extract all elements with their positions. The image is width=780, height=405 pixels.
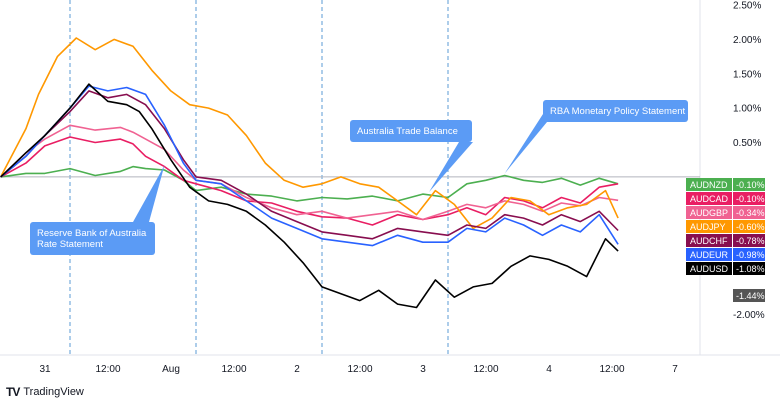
annotation-box	[30, 222, 155, 255]
series-value-badge	[733, 178, 765, 191]
series-value-badge	[733, 248, 765, 261]
series-line-audchf	[0, 90, 619, 240]
y-tick-label: 0.50%	[733, 138, 761, 149]
y-tick-label: 1.50%	[733, 69, 761, 80]
y-tick-label: 2.00%	[733, 35, 761, 46]
series-line-audcad	[0, 136, 619, 226]
x-tick-label: 31	[39, 364, 51, 375]
annotation-box	[543, 100, 688, 122]
y-tick-label: 1.00%	[733, 104, 761, 115]
x-tick-label: 12:00	[599, 364, 624, 375]
y-tick-label: -2.00%	[733, 310, 765, 321]
axes	[0, 0, 780, 356]
event-lines	[69, 0, 449, 355]
series-value-badge	[733, 262, 765, 275]
series-value-badge	[733, 234, 765, 247]
series-name-badge	[686, 178, 732, 191]
x-tick-label: 2	[294, 364, 300, 375]
series-name-badge	[686, 192, 732, 205]
series-name-badge	[686, 220, 732, 233]
tradingview-logo: TV	[6, 385, 20, 399]
series-value-label: -0.78%	[736, 236, 765, 246]
annotation-pointer	[504, 114, 547, 174]
y-tick-label: 2.50%	[733, 1, 761, 12]
tradingview-branding: TV TradingView	[6, 385, 84, 399]
series-name-label: AUDCAD	[690, 194, 729, 204]
y-tick-labels: 2.50% 2.00% 1.50% 1.00% 0.50% -2.00%	[733, 1, 765, 321]
annotation-pointer	[133, 165, 165, 222]
extra-value-badge	[733, 289, 765, 302]
series-name-label: AUDGBP	[690, 208, 728, 218]
series-value-label: -1.08%	[736, 264, 765, 274]
extra-value-label: -1.44%	[736, 291, 765, 301]
series-line-audnzd	[0, 165, 619, 202]
x-tick-label: Aug	[162, 364, 180, 375]
series-name-label: AUDUSD	[690, 264, 729, 274]
annotation-text: RBA Monetary Policy Statement	[550, 106, 686, 117]
annotation-text: Australia Trade Balance	[357, 126, 458, 137]
series-name-badge	[686, 248, 732, 261]
series-value-label: -0.98%	[736, 250, 765, 260]
series-line-audgbp	[0, 124, 619, 221]
x-tick-label: 12:00	[95, 364, 120, 375]
series-value-label: -0.60%	[736, 222, 765, 232]
series-value-label: -0.34%	[736, 208, 765, 218]
x-tick-labels: 31 12:00 Aug 12:00 2 12:00 3 12:00 4 12:00 7	[39, 364, 678, 375]
series-value-badge	[733, 220, 765, 233]
annotation-text: Reserve Bank of Australia	[37, 228, 147, 239]
series-name-label: AUDNZD	[690, 180, 728, 190]
tradingview-name: TradingView	[23, 386, 84, 398]
series-line-audusd	[0, 83, 619, 309]
x-tick-label: 7	[672, 364, 678, 375]
series-name-badge	[686, 262, 732, 275]
series-line-audjpy	[0, 37, 619, 230]
series-lines	[0, 37, 619, 309]
series-name-label: AUDEUR	[690, 250, 729, 260]
series-value-badge	[733, 192, 765, 205]
annotation-pointer	[429, 142, 473, 192]
series-name-badge	[686, 234, 732, 247]
series-value-label: -0.10%	[736, 180, 765, 190]
x-tick-label: 12:00	[347, 364, 372, 375]
series-value-label: -0.10%	[736, 194, 765, 204]
series-name-badge	[686, 206, 732, 219]
x-tick-label: 12:00	[221, 364, 246, 375]
annotation-text: Rate Statement	[37, 239, 103, 250]
series-name-label: AUDCHF	[690, 236, 728, 246]
x-tick-label: 3	[420, 364, 426, 375]
annotation-box	[350, 120, 472, 142]
x-tick-label: 12:00	[473, 364, 498, 375]
series-line-audeur	[0, 85, 619, 247]
x-tick-label: 4	[546, 364, 552, 375]
series-name-label: AUDJPY	[690, 222, 726, 232]
series-value-badges: AUDNZD -0.10% AUDCAD -0.10% AUDGBP -0.34% AUDJ…	[686, 178, 765, 302]
series-value-badge	[733, 206, 765, 219]
